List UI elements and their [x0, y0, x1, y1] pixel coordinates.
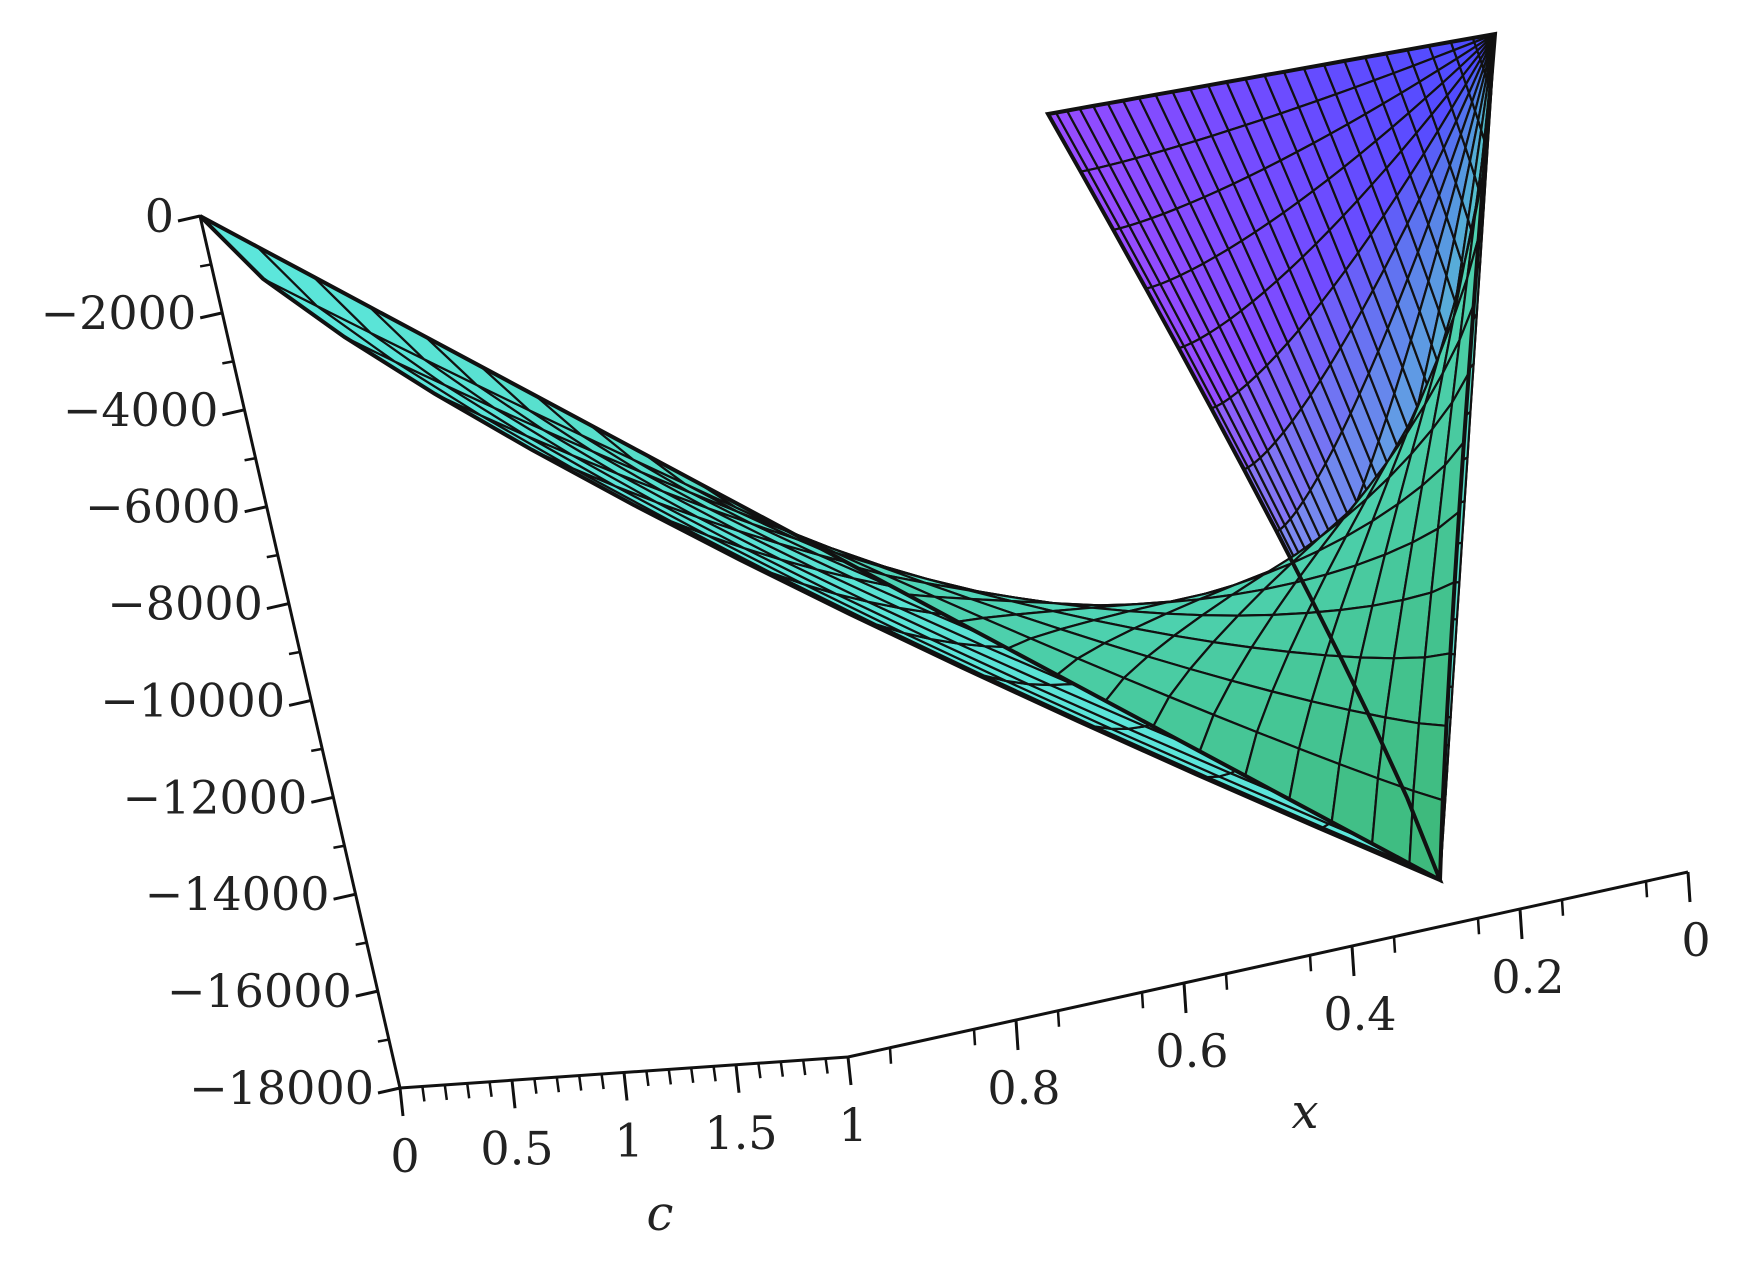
x-tick-label: 0	[1681, 913, 1710, 967]
z-tick-label: −8000	[107, 577, 263, 631]
c-minor-tick	[689, 1067, 695, 1084]
c-tick	[846, 1056, 853, 1086]
x-minor-tick	[1644, 881, 1649, 898]
x-axis-title: x	[1291, 1084, 1318, 1140]
z-minor-tick	[310, 747, 323, 753]
c-tick-label: 1.5	[704, 1106, 777, 1160]
z-tick	[288, 698, 312, 707]
c-tick	[510, 1080, 517, 1109]
c-tick-label: 0.5	[480, 1121, 553, 1175]
x-minor-tick	[1560, 899, 1565, 916]
c-minor-tick	[488, 1081, 493, 1097]
z-tick-label: −4000	[63, 383, 219, 437]
z-tick-label: 0	[145, 189, 174, 243]
x-minor-tick	[1392, 936, 1397, 953]
z-tick	[355, 989, 379, 998]
c-minor-tick	[600, 1073, 605, 1090]
z-minor-tick	[288, 650, 301, 656]
z-minor-tick	[244, 456, 256, 462]
c-tick-label: 0	[390, 1129, 419, 1183]
c-minor-tick	[533, 1078, 538, 1094]
z-tick-label: −18000	[189, 1061, 374, 1115]
c-tick	[734, 1064, 741, 1093]
x-minor-tick	[1308, 955, 1313, 972]
c-minor-tick	[801, 1059, 807, 1076]
c-minor-tick	[577, 1075, 583, 1091]
x-tick	[1182, 982, 1188, 1014]
z-minor-tick	[222, 360, 234, 365]
z-tick	[199, 311, 223, 320]
z-tick	[333, 892, 356, 901]
axes	[177, 214, 1692, 1117]
z-minor-tick	[266, 553, 279, 559]
c-minor-tick	[421, 1086, 426, 1102]
z-tick	[244, 505, 267, 514]
x-minor-tick	[1224, 973, 1229, 990]
x-minor-tick	[888, 1047, 893, 1064]
x-minor-tick	[1476, 918, 1481, 935]
c-axis-title: c	[647, 1186, 674, 1242]
c-minor-tick	[667, 1069, 673, 1085]
surface-outline	[198, 31, 1498, 884]
z-tick	[311, 795, 334, 804]
z-tick	[177, 214, 201, 223]
x-tick	[1014, 1019, 1020, 1051]
c-minor-tick	[443, 1084, 449, 1101]
c-minor-tick	[779, 1061, 785, 1077]
z-minor-tick	[333, 844, 345, 850]
x-tick	[1518, 908, 1524, 940]
x-tick	[1686, 871, 1692, 903]
c-minor-tick	[824, 1058, 829, 1074]
x-minor-tick	[1056, 1010, 1061, 1027]
x-axis-line	[847, 870, 1689, 1059]
z-tick	[222, 408, 245, 417]
c-tick	[622, 1072, 629, 1101]
z-minor-tick	[377, 1038, 390, 1043]
x-tick-label: 0.4	[1323, 987, 1396, 1041]
c-minor-tick	[465, 1083, 471, 1099]
z-tick-label: −6000	[85, 480, 241, 534]
c-tick-label: 1	[838, 1098, 867, 1152]
z-tick-label: −10000	[100, 673, 285, 727]
c-minor-tick	[757, 1063, 762, 1079]
z-minor-tick	[199, 263, 212, 268]
x-minor-tick	[1140, 992, 1145, 1009]
x-tick	[1350, 945, 1356, 977]
z-tick-label: −14000	[145, 867, 330, 921]
x-tick-label: 0.6	[1155, 1024, 1228, 1078]
surface-mesh	[198, 31, 1498, 884]
z-tick	[377, 1086, 401, 1095]
z-tick	[266, 602, 290, 611]
z-tick-label: −12000	[122, 770, 307, 824]
axis-labels: 0 −2000 −4000 −6000 −8000 −10000 −12000 −14000 −…	[41, 189, 1711, 1242]
c-minor-tick	[712, 1066, 717, 1082]
c-tick-label: 1	[614, 1114, 643, 1168]
c-tick	[398, 1087, 405, 1117]
z-tick-label: −16000	[167, 964, 352, 1018]
z-tick-label: −2000	[41, 286, 197, 340]
x-minor-tick	[972, 1029, 977, 1046]
z-minor-tick	[355, 941, 367, 946]
surface-patch	[255, 245, 372, 334]
c-minor-tick	[645, 1070, 650, 1087]
c-minor-tick	[555, 1076, 561, 1093]
x-tick-label: 0.2	[1491, 950, 1564, 1004]
x-tick-label: 0.8	[987, 1061, 1060, 1115]
